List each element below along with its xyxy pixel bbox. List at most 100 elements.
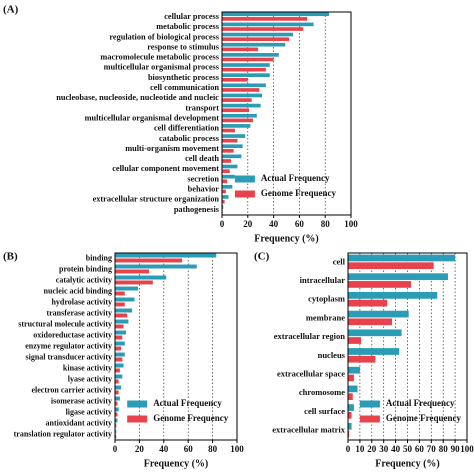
- x-tick-label: 30: [379, 444, 389, 454]
- bar: [348, 366, 360, 374]
- category-label: multicellular organismal process: [104, 63, 220, 72]
- bar: [222, 174, 235, 179]
- bar: [222, 22, 314, 27]
- x-tick-label: 0: [113, 444, 118, 454]
- bar: [222, 73, 270, 77]
- panel-label: (C): [254, 251, 270, 263]
- category-label: transport: [185, 103, 219, 112]
- bar: [222, 42, 286, 47]
- bar: [115, 308, 133, 313]
- bar: [115, 258, 183, 263]
- bar: [222, 189, 226, 194]
- bar: [222, 83, 266, 88]
- category-label: membrane: [306, 312, 345, 322]
- plot-frame: [114, 252, 238, 441]
- bar: [222, 53, 279, 57]
- category-label: enzyme regulator activity: [25, 341, 112, 350]
- category-label: extracellular region: [274, 331, 345, 341]
- x-tick-label: 80: [439, 444, 449, 454]
- bar: [348, 393, 353, 400]
- x-tick-label: 60: [415, 444, 425, 454]
- bar: [115, 319, 129, 324]
- bar: [222, 154, 242, 159]
- x-tick-label: 20: [135, 444, 145, 454]
- bar: [115, 264, 197, 269]
- bar: [115, 357, 123, 362]
- category-label: metabolic process: [156, 22, 220, 31]
- bar: [115, 396, 120, 401]
- legend-label: Actual Frequency: [386, 398, 455, 408]
- bar: [222, 199, 225, 204]
- x-tick-label: 50: [403, 444, 413, 454]
- x-tick-label: 20: [367, 444, 377, 454]
- x-tick-label: 20: [243, 219, 253, 229]
- category-label: hydrolase activity: [51, 297, 112, 306]
- bar: [348, 348, 400, 355]
- bar: [348, 430, 350, 438]
- panel-label: (B): [3, 251, 18, 263]
- x-tick-label: 70: [427, 444, 437, 454]
- category-label: translation regulator activity: [14, 429, 112, 438]
- bar: [115, 401, 118, 406]
- legend-label: Actual Frequency: [261, 173, 330, 183]
- category-label: secretion: [187, 174, 219, 183]
- category-label: cell differentiation: [154, 124, 219, 133]
- bar: [115, 407, 119, 412]
- bar: [222, 88, 260, 92]
- bar: [222, 77, 248, 82]
- bar: [115, 418, 118, 423]
- bar: [222, 144, 243, 149]
- x-tick-label: 40: [391, 444, 401, 454]
- legend-swatch: [127, 400, 148, 408]
- bar: [222, 134, 246, 138]
- category-label: isomerase activity: [51, 396, 112, 405]
- bar: [222, 169, 230, 173]
- category-label: binding: [86, 253, 112, 262]
- x-tick-label: 10: [355, 444, 365, 454]
- bar: [222, 205, 224, 209]
- bar: [222, 149, 234, 153]
- bar: [222, 113, 257, 118]
- category-label: cytoplasm: [308, 294, 345, 304]
- bar: [222, 138, 238, 143]
- bar: [222, 195, 229, 199]
- bar: [115, 335, 123, 340]
- bar: [115, 302, 125, 307]
- category-label: pathogenesis: [174, 205, 220, 214]
- category-label: macromolecule metabolic process: [100, 53, 219, 62]
- bar: [222, 184, 233, 189]
- category-label: regulation of biological process: [109, 32, 219, 41]
- category-label: extracellular structure organization: [93, 195, 220, 204]
- bar: [222, 17, 308, 21]
- bar: [348, 262, 434, 270]
- bar: [115, 368, 120, 373]
- bar: [348, 254, 456, 262]
- bar: [222, 93, 262, 98]
- bar: [222, 179, 228, 184]
- bar: [115, 291, 125, 296]
- bar: [115, 423, 117, 428]
- legend-label: Genome Frequency: [153, 413, 229, 423]
- panel-label: (A): [3, 4, 19, 16]
- bar: [348, 292, 438, 299]
- bar: [222, 67, 266, 72]
- bar: [348, 273, 448, 281]
- x-tick-label: 40: [269, 219, 279, 229]
- bar: [115, 280, 153, 285]
- bar: [222, 164, 238, 169]
- category-label: extracellular matrix: [272, 425, 346, 435]
- category-label: multicellular organismal development: [85, 113, 220, 122]
- legend-swatch: [359, 400, 380, 408]
- bar: [115, 434, 117, 439]
- category-label: cell: [333, 256, 346, 266]
- legend-label: Genome Frequency: [386, 413, 462, 423]
- category-label: kinase activity: [63, 363, 112, 372]
- category-label: biosynthetic process: [148, 73, 220, 82]
- bar: [115, 363, 124, 368]
- x-tick-label: 80: [208, 444, 218, 454]
- category-label: nucleic acid binding: [44, 286, 112, 295]
- bar: [348, 374, 354, 382]
- x-tick-label: 90: [451, 444, 461, 454]
- bar: [115, 269, 150, 274]
